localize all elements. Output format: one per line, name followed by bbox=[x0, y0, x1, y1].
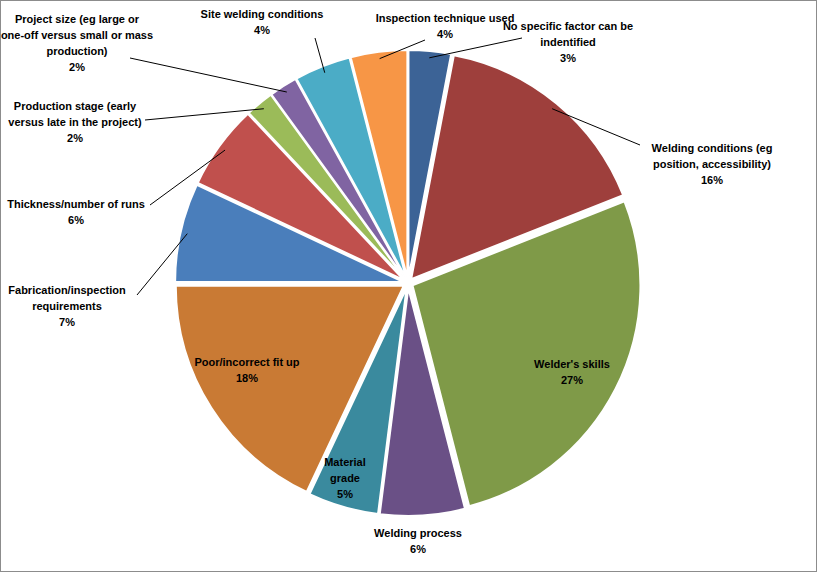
data-label: 16% bbox=[701, 174, 723, 186]
leader-line bbox=[380, 40, 425, 59]
slice-label: Site welding conditions bbox=[201, 8, 324, 20]
data-label: 5% bbox=[337, 488, 353, 500]
label-line: production) bbox=[46, 45, 107, 57]
label-line: position, accessibility) bbox=[653, 158, 771, 170]
label-line: versus late in the project) bbox=[8, 116, 142, 128]
pie-chart: No specific factor can be indentified 3% We… bbox=[0, 0, 817, 572]
slice-label: Poor/incorrect fit up bbox=[194, 356, 299, 368]
label-line: Project size (eg large or bbox=[15, 13, 140, 25]
pie-slice bbox=[176, 286, 404, 492]
label-line: No specific factor can be bbox=[503, 20, 633, 32]
label-line: grade bbox=[330, 472, 360, 484]
label-line: Material bbox=[324, 456, 366, 468]
label-line: Thickness/number of runs bbox=[7, 198, 145, 210]
label-line: Welder's skills bbox=[534, 358, 610, 370]
data-label: 27% bbox=[561, 374, 583, 386]
data-label: 4% bbox=[437, 28, 453, 40]
label-line: Welding conditions (eg bbox=[652, 142, 773, 154]
leader-line bbox=[145, 109, 264, 120]
data-label: 4% bbox=[254, 24, 270, 36]
slice-label: Welding conditions (eg position, accessib… bbox=[652, 142, 773, 170]
label-line: one-off versus small or mass bbox=[1, 29, 153, 41]
slice-label: Inspection technique used bbox=[376, 12, 515, 24]
leader-line bbox=[429, 38, 522, 58]
chart-border bbox=[1, 1, 817, 572]
data-label: 7% bbox=[59, 316, 75, 328]
data-label: 2% bbox=[67, 132, 83, 144]
slice-label: Project size (eg large or one-off versus … bbox=[1, 13, 153, 57]
labels: No specific factor can be indentified 3% We… bbox=[1, 8, 773, 555]
leader-line bbox=[315, 38, 325, 73]
slice-label: Production stage (early versus late in th… bbox=[8, 100, 142, 128]
slice-label: No specific factor can be indentified bbox=[503, 20, 633, 48]
leader-line bbox=[130, 58, 287, 92]
slice-label: Welder's skills bbox=[534, 358, 610, 370]
data-label: 18% bbox=[236, 372, 258, 384]
chart-container: No specific factor can be indentified 3% We… bbox=[0, 0, 817, 572]
label-line: Production stage (early bbox=[14, 100, 137, 112]
leader-line bbox=[137, 234, 187, 295]
leader-line bbox=[552, 109, 640, 145]
slice-label: Thickness/number of runs bbox=[7, 198, 145, 210]
slice-label: Welding process bbox=[374, 527, 462, 539]
label-line: Fabrication/inspection bbox=[8, 284, 126, 296]
label-line: Site welding conditions bbox=[201, 8, 324, 20]
leader-line bbox=[150, 150, 225, 205]
label-line: Welding process bbox=[374, 527, 462, 539]
data-label: 2% bbox=[69, 61, 85, 73]
slice-label: Material grade bbox=[324, 456, 366, 484]
slice-label: Fabrication/inspection requirements bbox=[8, 284, 126, 312]
data-label: 3% bbox=[560, 52, 576, 64]
pie-slice bbox=[351, 50, 408, 278]
label-line: requirements bbox=[32, 300, 102, 312]
label-line: Inspection technique used bbox=[376, 12, 515, 24]
data-label: 6% bbox=[68, 214, 84, 226]
label-line: indentified bbox=[540, 36, 596, 48]
data-label: 6% bbox=[410, 543, 426, 555]
slices bbox=[175, 50, 640, 516]
label-line: Poor/incorrect fit up bbox=[194, 356, 299, 368]
